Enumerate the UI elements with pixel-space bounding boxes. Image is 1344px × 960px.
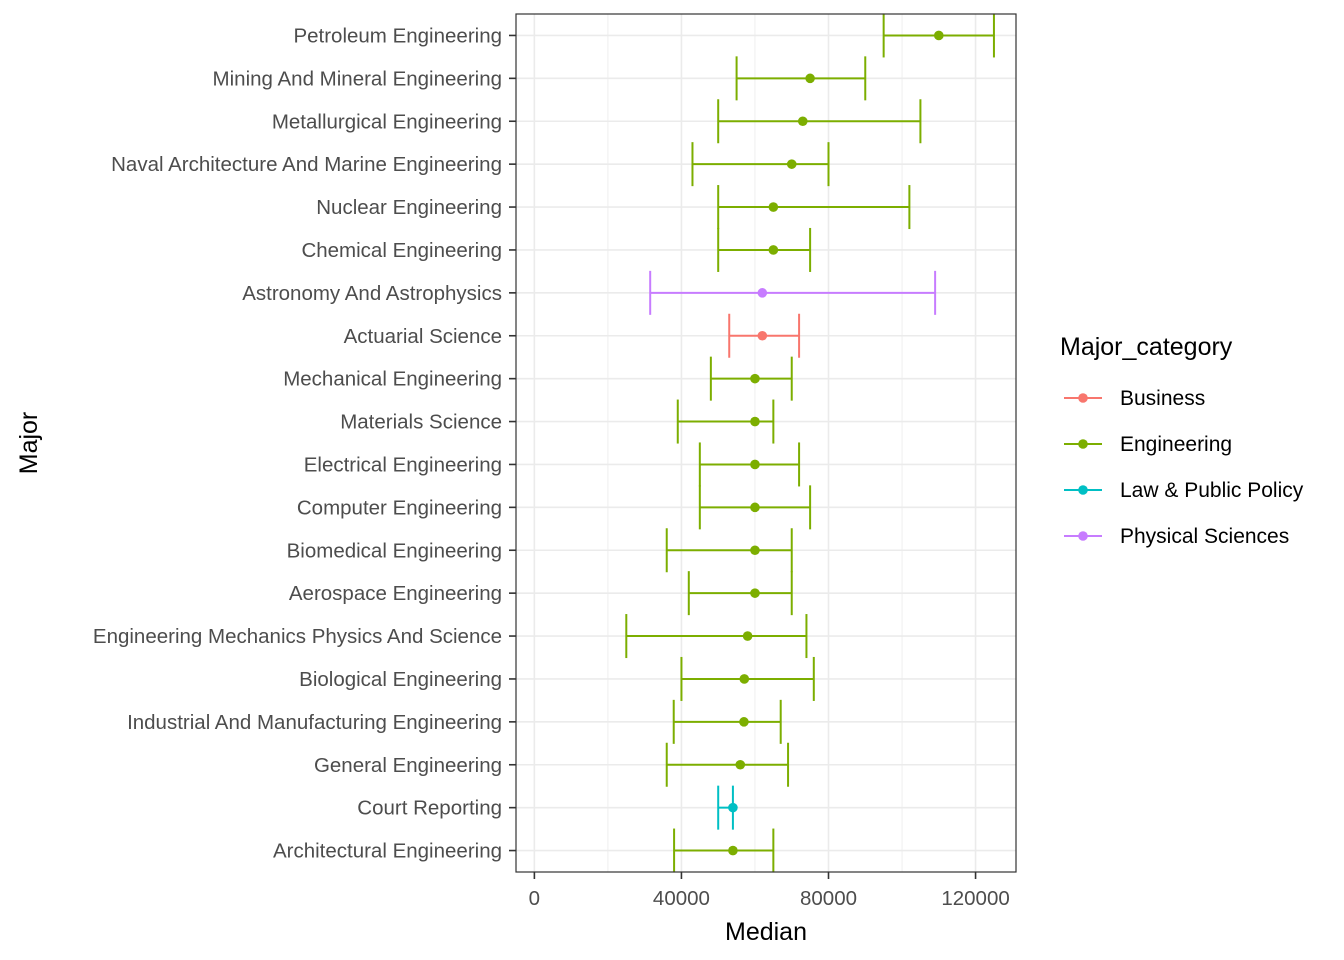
median-point xyxy=(797,116,808,127)
legend-key-point xyxy=(1078,393,1088,403)
legend: Major_category Business Engineering Law & … xyxy=(1060,333,1304,548)
error-bar xyxy=(649,270,937,315)
error-bar xyxy=(691,142,830,187)
legend-label: Engineering xyxy=(1120,433,1232,456)
median-point xyxy=(757,288,768,298)
x-tick-label: 0 xyxy=(529,887,540,910)
error-bar xyxy=(698,442,801,487)
error-bar xyxy=(717,185,911,230)
median-point xyxy=(739,674,750,684)
legend-title: Major_category xyxy=(1060,333,1233,361)
median-point xyxy=(757,330,768,341)
y-axis: Petroleum Engineering Mining And Mineral … xyxy=(93,24,516,863)
median-point xyxy=(933,30,944,41)
median-points xyxy=(728,30,944,856)
median-point xyxy=(768,245,779,255)
y-tick-label: Mechanical Engineering xyxy=(283,368,502,391)
y-tick-label: General Engineering xyxy=(314,754,502,777)
x-axis: 0 40000 80000 120000 xyxy=(529,872,1010,910)
x-tick-label: 40000 xyxy=(653,887,710,910)
x-tick-label: 120000 xyxy=(941,887,1009,910)
error-bar xyxy=(687,571,793,616)
y-tick-label: Metallurgical Engineering xyxy=(272,110,502,133)
y-tick-label: Architectural Engineering xyxy=(273,840,502,863)
median-point xyxy=(750,373,760,384)
y-tick-label: Actuarial Science xyxy=(344,325,502,348)
error-bar xyxy=(717,99,922,144)
legend-item: Law & Public Policy xyxy=(1064,479,1304,502)
median-point xyxy=(750,459,760,470)
error-bar xyxy=(673,828,775,873)
error-bar xyxy=(665,742,790,787)
median-point xyxy=(728,802,738,813)
y-tick-label: Aerospace Engineering xyxy=(289,582,502,605)
y-tick-label: Engineering Mechanics Physics And Scienc… xyxy=(93,625,502,648)
error-bar xyxy=(735,56,867,101)
median-point xyxy=(728,845,738,856)
error-bar xyxy=(665,528,793,573)
y-tick-label: Nuclear Engineering xyxy=(316,196,502,219)
median-point xyxy=(750,502,760,513)
legend-label: Law & Public Policy xyxy=(1120,479,1304,502)
x-tick-label: 80000 xyxy=(800,887,857,910)
y-tick-label: Chemical Engineering xyxy=(301,239,502,262)
y-tick-label: Biomedical Engineering xyxy=(287,539,502,562)
legend-item: Physical Sciences xyxy=(1064,525,1289,548)
error-bar xyxy=(625,614,808,659)
panel-border xyxy=(515,13,1017,873)
median-point xyxy=(739,717,749,727)
legend-item: Business xyxy=(1064,387,1205,410)
median-point xyxy=(805,73,815,84)
median-point xyxy=(786,159,797,169)
y-tick-label: Astronomy And Astrophysics xyxy=(242,282,502,305)
y-tick-label: Biological Engineering xyxy=(299,668,502,691)
y-tick-label: Court Reporting xyxy=(357,797,502,820)
median-point xyxy=(750,588,760,598)
y-axis-title: Major xyxy=(15,412,43,475)
median-point xyxy=(742,631,753,641)
y-tick-label: Industrial And Manufacturing Engineering xyxy=(127,711,502,734)
median-point xyxy=(750,545,760,556)
error-bar xyxy=(672,699,782,744)
y-tick-label: Electrical Engineering xyxy=(304,453,502,476)
legend-key-point xyxy=(1078,531,1088,541)
median-point xyxy=(768,202,779,212)
x-axis-title: Median xyxy=(725,918,807,946)
y-tick-label: Naval Architecture And Marine Engineerin… xyxy=(111,153,502,176)
legend-key-point xyxy=(1078,485,1088,495)
median-point xyxy=(735,759,746,770)
y-tick-label: Mining And Mineral Engineering xyxy=(213,67,502,90)
legend-label: Physical Sciences xyxy=(1120,525,1289,548)
legend-key-point xyxy=(1078,439,1088,449)
y-tick-label: Petroleum Engineering xyxy=(293,24,502,47)
median-point xyxy=(750,416,760,427)
error-bar xyxy=(717,227,812,272)
legend-item: Engineering xyxy=(1064,433,1232,456)
y-tick-label: Computer Engineering xyxy=(297,496,502,519)
y-tick-label: Materials Science xyxy=(340,411,502,434)
legend-label: Business xyxy=(1120,387,1205,410)
